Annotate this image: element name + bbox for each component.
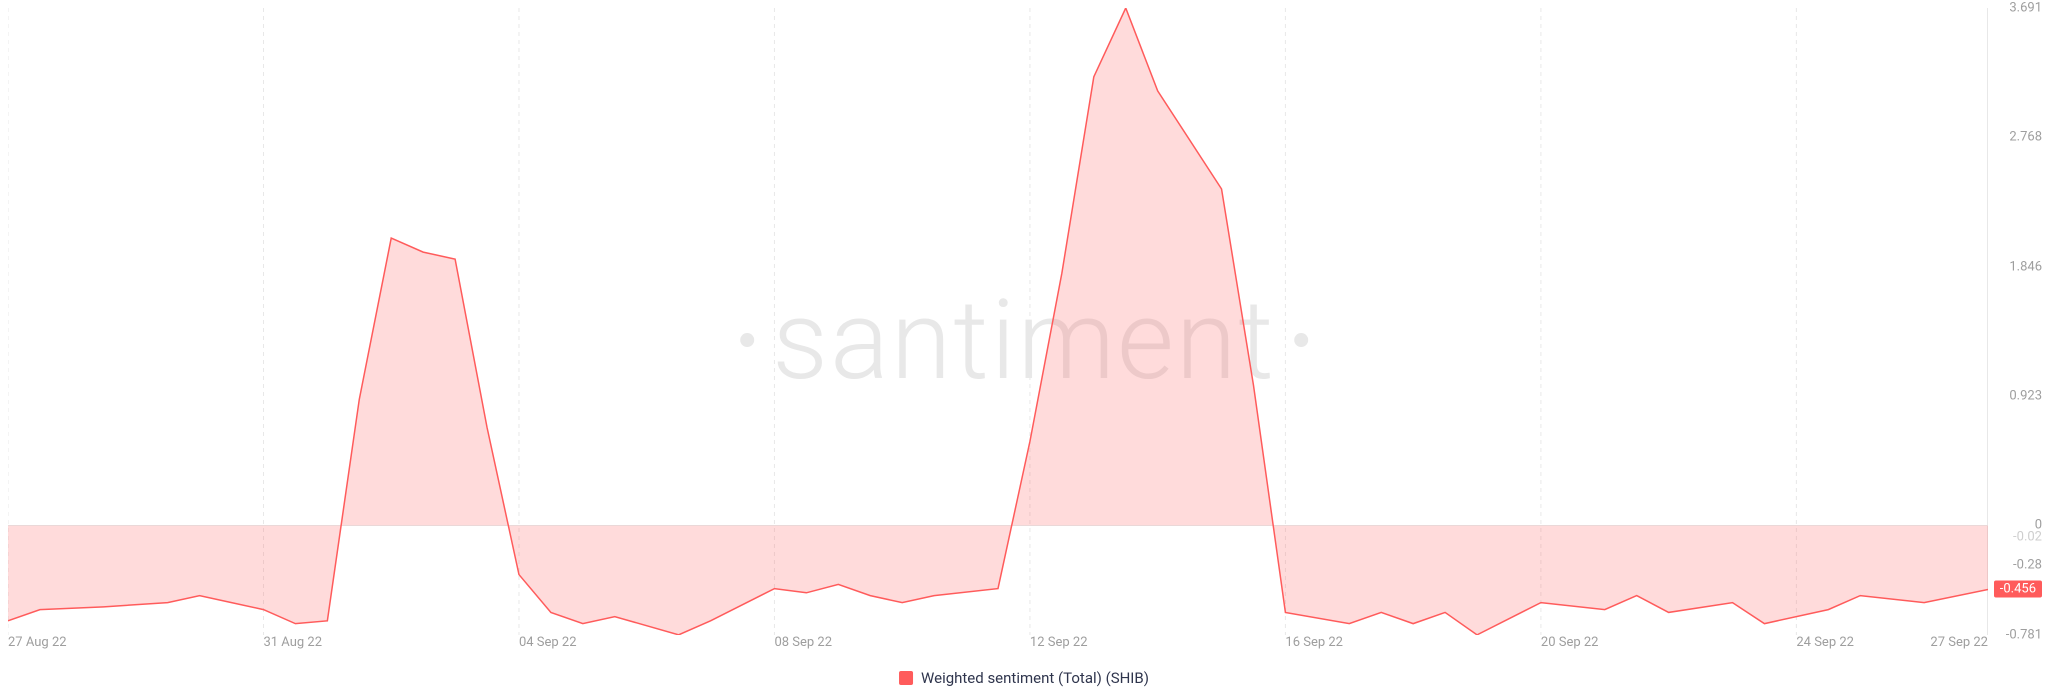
y-tick-label: 3.691 — [2009, 1, 2042, 16]
y-tick-label: 2.768 — [2009, 130, 2042, 145]
plot-svg — [8, 8, 1988, 635]
legend-label: Weighted sentiment (Total) (SHIB) — [921, 669, 1149, 687]
legend-swatch — [899, 671, 913, 685]
x-tick-label: 27 Sep 22 — [1930, 635, 1988, 650]
x-tick-label: 20 Sep 22 — [1541, 635, 1599, 650]
x-tick-label: 24 Sep 22 — [1796, 635, 1854, 650]
current-value-badge: -0.456 — [1994, 581, 2042, 598]
plot-area — [8, 8, 1988, 635]
x-tick-label: 27 Aug 22 — [8, 635, 67, 650]
x-axis: 27 Aug 22 31 Aug 22 04 Sep 22 08 Sep 22 12 S… — [8, 635, 1988, 655]
x-tick-label: 04 Sep 22 — [519, 635, 577, 650]
y-axis: 3.6912.7681.8460.9230-0.28-0.781-0.02-0.… — [1992, 8, 2048, 635]
x-tick-label: 08 Sep 22 — [774, 635, 832, 650]
y-tick-label-small: -0.02 — [2013, 530, 2042, 545]
y-tick-label: -0.28 — [2013, 557, 2042, 572]
series-area — [8, 8, 1988, 635]
y-tick-label: 0.923 — [2009, 389, 2042, 404]
legend: Weighted sentiment (Total) (SHIB) — [899, 669, 1149, 687]
x-tick-label: 16 Sep 22 — [1285, 635, 1343, 650]
x-tick-label: 12 Sep 22 — [1030, 635, 1088, 650]
y-tick-label: -0.781 — [2006, 628, 2042, 643]
x-tick-label: 31 Aug 22 — [263, 635, 322, 650]
y-tick-label: 1.846 — [2009, 259, 2042, 274]
sentiment-chart: santiment 27 Aug 2231 Aug 2204 Sep 2208 … — [0, 0, 2048, 693]
